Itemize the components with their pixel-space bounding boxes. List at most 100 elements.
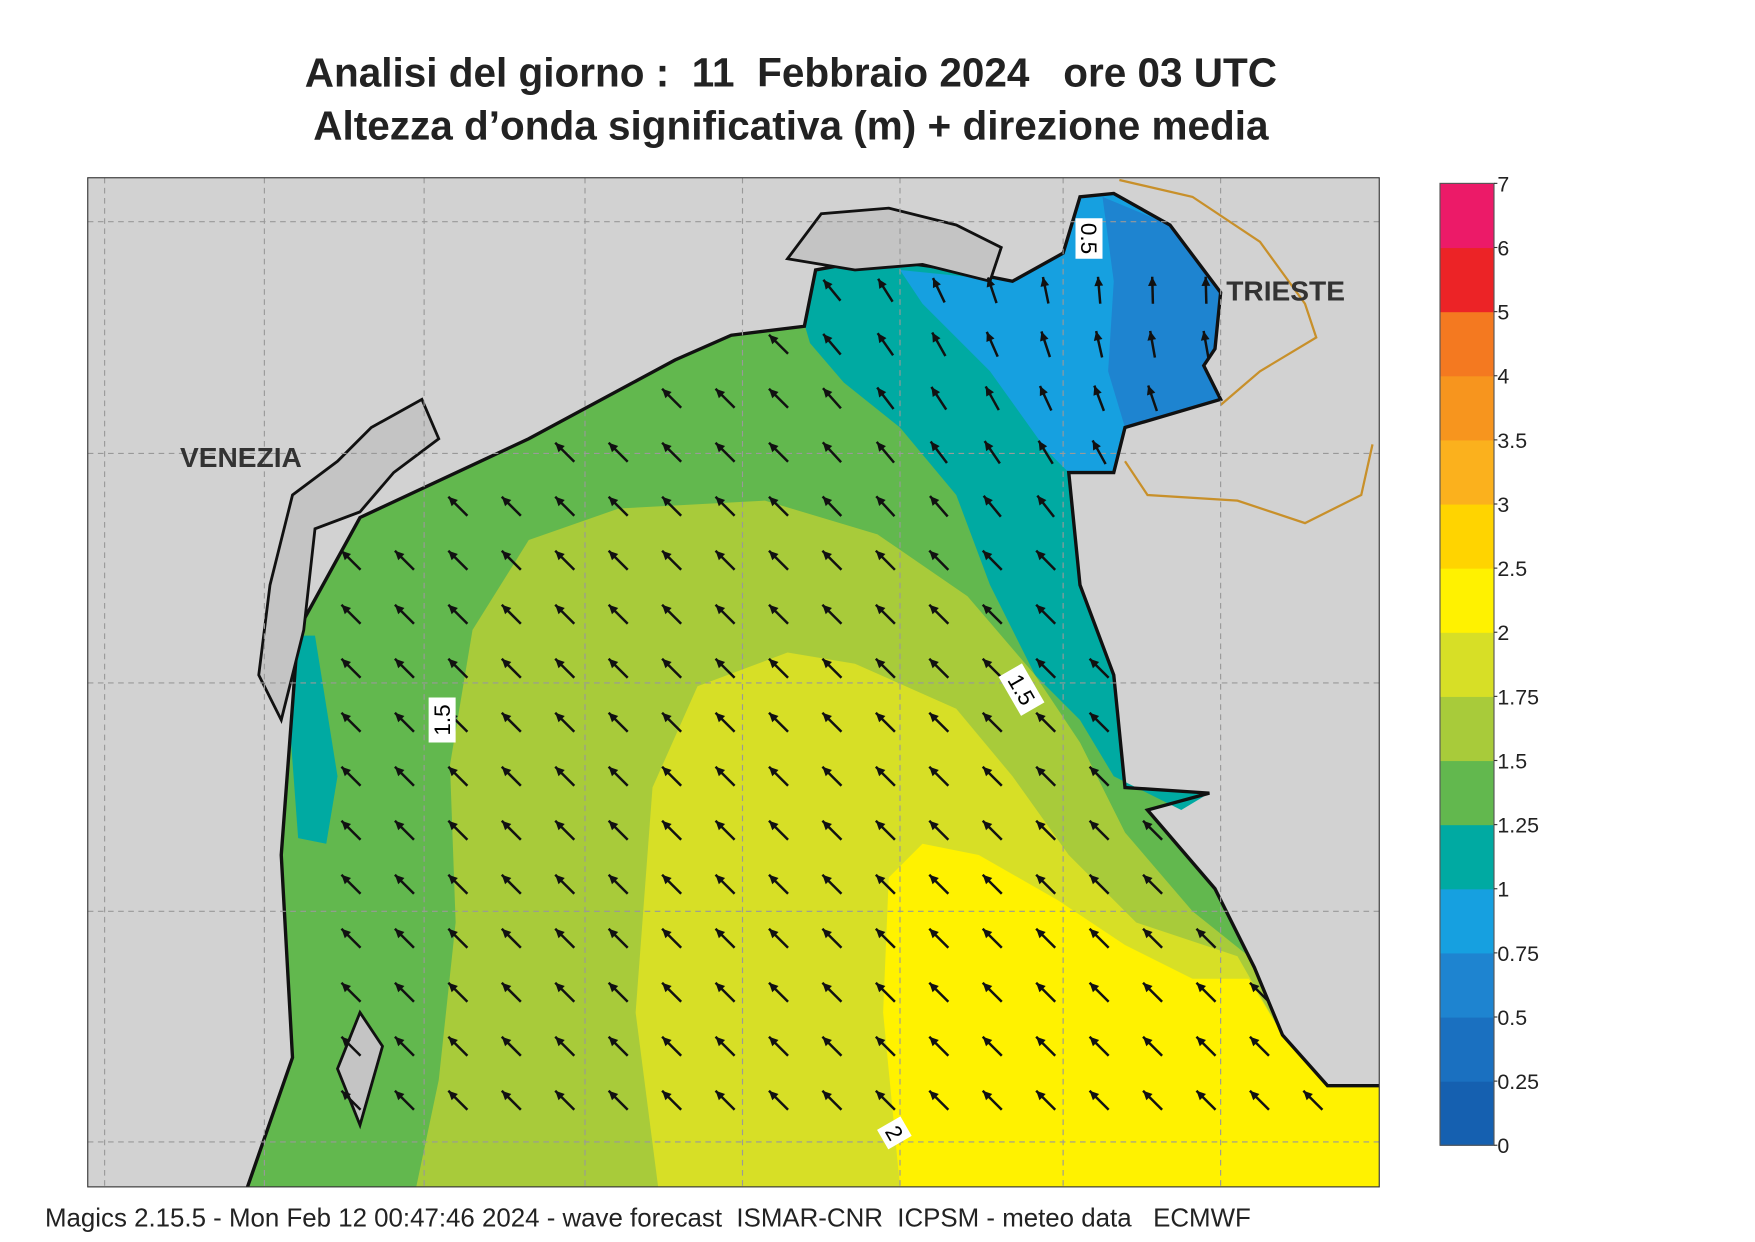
colorbar-band xyxy=(1440,183,1494,249)
contour-label: 0.5 xyxy=(1075,218,1103,259)
arrow-head xyxy=(608,1090,619,1101)
contour-label: 1.5 xyxy=(998,663,1045,716)
arrow-head xyxy=(555,982,565,993)
arrow-head xyxy=(1036,550,1046,561)
colorbar-band xyxy=(1440,824,1494,890)
arrow-head xyxy=(501,550,512,561)
arrow-head xyxy=(877,333,887,344)
arrow-head xyxy=(715,658,726,669)
arrow-head xyxy=(715,1036,726,1047)
arrow-head xyxy=(1196,982,1207,993)
arrow-head xyxy=(1148,276,1157,286)
arrow-head xyxy=(768,712,779,723)
contour-label: 2 xyxy=(877,1116,912,1150)
arrow-head xyxy=(931,386,941,397)
coastline xyxy=(245,191,1380,1187)
arrow-head xyxy=(448,928,458,939)
colorbar-tick-label: 0 xyxy=(1497,1134,1509,1158)
subtitle: Altezza d’onda significativa (m) + direz… xyxy=(313,103,1269,149)
arrow-head xyxy=(984,441,994,452)
arrow-head xyxy=(501,1090,512,1101)
arrow-head xyxy=(768,550,779,561)
city-label: VENEZIA xyxy=(180,442,302,473)
arrow-head xyxy=(875,712,886,723)
arrow-head xyxy=(501,712,512,723)
arrow-head xyxy=(555,1036,565,1047)
arrow-head xyxy=(822,550,832,561)
arrow-head xyxy=(394,712,405,723)
arrow-head xyxy=(662,712,672,723)
arrow-head xyxy=(555,550,565,561)
arrow-head xyxy=(768,928,779,939)
arrow-head xyxy=(1089,982,1100,993)
arrow-head xyxy=(448,982,458,993)
arrow-head xyxy=(1093,331,1103,341)
colorbar-tick-label: 0.5 xyxy=(1497,1006,1527,1030)
arrow-head xyxy=(501,928,512,939)
arrow-head xyxy=(982,928,993,939)
colorbar-band xyxy=(1440,1017,1494,1082)
arrow-head xyxy=(715,712,726,723)
colorbar-tick-label: 1.75 xyxy=(1497,685,1539,709)
arrow-head xyxy=(768,496,779,507)
arrow-head xyxy=(1143,874,1153,885)
arrow-head xyxy=(662,820,672,831)
arrow-head xyxy=(822,496,833,507)
colorbar-band xyxy=(1440,696,1494,762)
arrow-head xyxy=(608,442,619,453)
arrow-head xyxy=(341,766,352,777)
arrow-head xyxy=(555,496,565,507)
sea-1-1.25-west xyxy=(290,635,338,844)
arrow-head xyxy=(501,982,512,993)
arrow-head xyxy=(608,766,619,777)
arrow-head xyxy=(1089,874,1100,885)
colorbar-tick-label: 1 xyxy=(1497,878,1509,902)
arrow-head xyxy=(715,820,726,831)
direction-arrows xyxy=(340,276,1324,1111)
arrow-head xyxy=(341,604,352,615)
arrow-head xyxy=(555,820,565,831)
colorbar-tick-label: 0.75 xyxy=(1497,942,1539,966)
arrow-head xyxy=(1143,820,1153,831)
arrow-head xyxy=(929,604,939,615)
grid xyxy=(87,177,1380,1187)
arrow-head xyxy=(1036,712,1046,723)
arrow-head xyxy=(341,712,352,723)
colorbar-band xyxy=(1440,375,1494,441)
arrow-head xyxy=(501,658,512,669)
arrow-head xyxy=(662,874,672,885)
arrow-head xyxy=(875,604,886,615)
arrow-head xyxy=(555,1090,565,1101)
arrow-head xyxy=(768,820,779,831)
arrow-head xyxy=(608,496,619,507)
arrow-head xyxy=(448,766,458,777)
arrow-head xyxy=(394,766,405,777)
footer: Magics 2.15.5 - Mon Feb 12 00:47:46 2024… xyxy=(45,1204,1251,1232)
sea-2-2.5 xyxy=(883,843,1380,1187)
arrow-head xyxy=(501,1036,512,1047)
arrow-head xyxy=(1196,1090,1207,1101)
title: Analisi del giorno : 11 Febbraio 2024 or… xyxy=(305,50,1277,96)
arrow-head xyxy=(501,820,512,831)
arrow-head xyxy=(982,658,993,669)
arrow-head xyxy=(875,928,886,939)
arrow-head xyxy=(823,333,833,344)
colorbar-tick-label: 3 xyxy=(1497,493,1509,517)
arrow-head xyxy=(715,550,726,561)
arrow-head xyxy=(715,982,726,993)
arrow-head xyxy=(341,1090,352,1101)
arrow-head xyxy=(1092,440,1101,451)
arrow-head xyxy=(1249,982,1260,993)
arrow-head xyxy=(877,387,887,398)
arrow-head xyxy=(555,766,565,777)
arrow-head xyxy=(1036,1036,1046,1047)
map: VENEZIA TRIESTE 0.5 1.5 1.5 2 xyxy=(87,177,1380,1187)
arrow-head xyxy=(982,820,993,831)
arrow-head xyxy=(1094,276,1104,287)
arrow-head xyxy=(929,874,939,885)
arrow-head xyxy=(768,604,779,615)
colorbar-band xyxy=(1440,439,1494,505)
arrow-head xyxy=(1089,1090,1100,1101)
arrow-head xyxy=(1093,385,1102,396)
